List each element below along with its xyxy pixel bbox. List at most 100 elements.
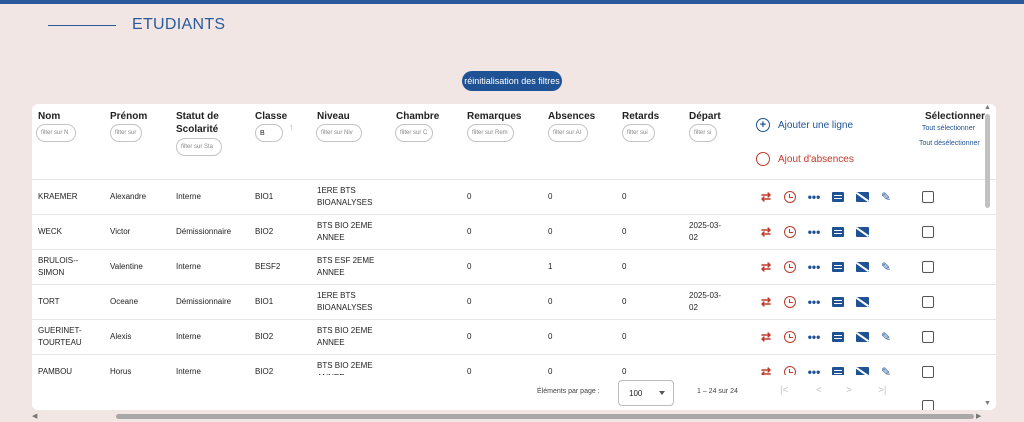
swap-icon[interactable]: ⇄: [760, 260, 772, 274]
cell-statut: Interne: [176, 262, 201, 271]
select-checkbox[interactable]: [922, 296, 934, 308]
clock-icon[interactable]: [778, 295, 802, 309]
swap-icon[interactable]: ⇄: [760, 225, 772, 239]
more-icon[interactable]: •••: [807, 260, 821, 274]
header-niveau[interactable]: Niveau: [317, 111, 350, 122]
filter-absences-input[interactable]: filter sur Al: [548, 124, 588, 142]
scroll-left-icon[interactable]: ◀: [32, 413, 38, 420]
row-actions: ⇄ ••• ✎: [754, 260, 898, 274]
filter-retards-input[interactable]: filter sui: [622, 124, 655, 142]
swap-icon[interactable]: ⇄: [760, 295, 772, 309]
header-remarques[interactable]: Remarques: [467, 111, 522, 122]
comment-icon[interactable]: [826, 365, 850, 379]
filter-depart-input[interactable]: filter si: [689, 124, 717, 142]
vertical-scrollbar[interactable]: ▲ ▼: [984, 104, 992, 410]
header-depart[interactable]: Départ: [689, 111, 721, 122]
per-page-select[interactable]: 100: [618, 380, 674, 406]
work-off-icon[interactable]: [850, 260, 874, 274]
cell-remarques: 0: [467, 332, 472, 341]
edit-pencil-icon[interactable]: ✎: [880, 365, 892, 379]
cell-remarques: 0: [467, 262, 472, 271]
first-page-icon[interactable]: |<: [780, 385, 789, 396]
more-icon[interactable]: •••: [807, 225, 821, 239]
cell-retards: 0: [622, 332, 627, 341]
row-actions: ⇄ ••• ✎: [754, 190, 898, 204]
swap-icon[interactable]: ⇄: [760, 190, 772, 204]
cell-niveau: BTS BIO 2EME ANNEE: [317, 326, 373, 347]
horizontal-scrollbar[interactable]: ◀ ▶: [32, 412, 984, 420]
cell-nom: BRULOIS--SIMON: [38, 256, 79, 277]
clock-icon[interactable]: [778, 225, 802, 239]
filter-niveau-input[interactable]: filter sur Niv: [316, 124, 362, 142]
scroll-down-icon[interactable]: ▼: [984, 400, 991, 407]
cell-statut: Interne: [176, 192, 201, 201]
cell-niveau: BTS ESF 2EME ANNEE: [317, 256, 375, 277]
title-decoration-line: [48, 24, 116, 26]
work-off-icon[interactable]: [850, 190, 874, 204]
filter-prenom-input[interactable]: filter sur: [110, 124, 142, 142]
cell-prenom: Oceane: [110, 297, 139, 306]
select-checkbox[interactable]: [922, 226, 934, 238]
row-actions: ⇄ •••: [754, 295, 874, 309]
work-off-icon[interactable]: [850, 225, 874, 239]
caret-down-icon: [659, 391, 665, 395]
select-checkbox[interactable]: [922, 261, 934, 273]
work-off-icon[interactable]: [850, 330, 874, 344]
header-chambre[interactable]: Chambre: [396, 111, 440, 122]
last-page-icon[interactable]: >|: [878, 385, 887, 396]
reset-filters-button[interactable]: réinitialisation des filtres: [462, 71, 562, 91]
vertical-scroll-thumb[interactable]: [985, 114, 990, 208]
scroll-right-icon[interactable]: ▶: [976, 413, 982, 420]
filter-statut-input[interactable]: filter sur Sta: [176, 138, 222, 156]
select-all-link[interactable]: Tout sélectionner: [922, 125, 975, 132]
header-nom[interactable]: Nom: [38, 111, 61, 122]
select-checkbox[interactable]: [922, 366, 934, 378]
more-icon[interactable]: •••: [807, 330, 821, 344]
cell-absences: 1: [548, 262, 553, 271]
add-absences-button[interactable]: Ajout d'absences: [756, 152, 854, 166]
comment-icon[interactable]: [826, 295, 850, 309]
more-icon[interactable]: •••: [807, 190, 821, 204]
comment-icon[interactable]: [826, 330, 850, 344]
header-prenom[interactable]: Prénom: [110, 111, 148, 122]
edit-pencil-icon[interactable]: ✎: [880, 330, 892, 344]
work-off-icon[interactable]: [850, 295, 874, 309]
edit-pencil-icon[interactable]: ✎: [880, 190, 892, 204]
clock-icon[interactable]: [778, 330, 802, 344]
swap-icon[interactable]: ⇄: [760, 365, 772, 379]
select-checkbox[interactable]: [922, 191, 934, 203]
header-classe[interactable]: Classe: [255, 111, 288, 122]
horizontal-scroll-thumb[interactable]: [116, 414, 974, 419]
clock-icon[interactable]: [778, 260, 802, 274]
cell-nom: WECK: [38, 227, 62, 236]
sort-arrow-icon[interactable]: ↑: [289, 122, 294, 132]
clock-icon[interactable]: [778, 190, 802, 204]
header-statut[interactable]: Statut de Scolarité: [176, 111, 219, 135]
next-page-icon[interactable]: >: [846, 385, 852, 396]
comment-icon[interactable]: [826, 225, 850, 239]
filter-remarques-input[interactable]: filter sur Rem: [467, 124, 514, 142]
cell-retards: 0: [622, 262, 627, 271]
select-checkbox[interactable]: [922, 331, 934, 343]
top-accent-bar: [0, 0, 1024, 4]
add-row-button[interactable]: + Ajouter une ligne: [756, 118, 853, 132]
cell-nom: KRAEMER: [38, 192, 78, 201]
work-off-icon[interactable]: [850, 365, 874, 379]
edit-pencil-icon[interactable]: ✎: [880, 260, 892, 274]
comment-icon[interactable]: [826, 260, 850, 274]
more-icon[interactable]: •••: [807, 295, 821, 309]
scroll-up-icon[interactable]: ▲: [984, 104, 991, 111]
deselect-all-link[interactable]: Tout désélectionner: [919, 140, 980, 147]
filter-nom-input[interactable]: filter sur N: [36, 124, 76, 142]
table-row: TORT Oceane Démissionnaire BIO1 1ERE BTS…: [32, 284, 996, 319]
header-absences[interactable]: Absences: [548, 111, 596, 122]
row-actions: ⇄ •••: [754, 225, 874, 239]
filter-classe-input[interactable]: B: [255, 124, 283, 142]
select-checkbox[interactable]: [922, 400, 934, 410]
filter-chambre-input[interactable]: filter sur C: [395, 124, 433, 142]
header-retards[interactable]: Retards: [622, 111, 660, 122]
swap-icon[interactable]: ⇄: [760, 330, 772, 344]
prev-page-icon[interactable]: <: [816, 385, 822, 396]
comment-icon[interactable]: [826, 190, 850, 204]
per-page-value: 100: [629, 388, 643, 398]
